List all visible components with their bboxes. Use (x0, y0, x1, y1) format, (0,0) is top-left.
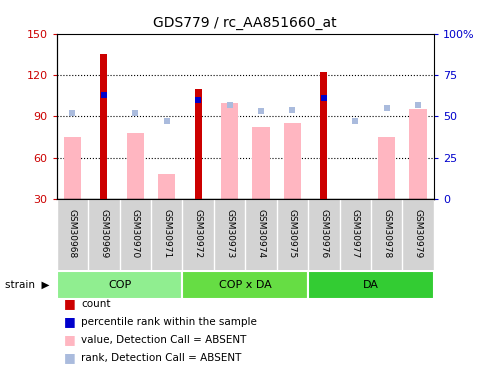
Bar (284, 123, 301, 199)
Bar (57, 271, 182, 299)
Text: ■: ■ (64, 333, 76, 346)
Text: GSM30977: GSM30977 (351, 209, 360, 259)
Bar (127, 133, 144, 199)
Text: DA: DA (363, 280, 379, 290)
Bar (308, 271, 434, 299)
Bar (64, 137, 81, 199)
Text: GSM30979: GSM30979 (414, 209, 423, 259)
Bar (195, 89, 202, 199)
Text: GSM30971: GSM30971 (162, 209, 171, 259)
Text: strain  ▶: strain ▶ (5, 280, 49, 290)
Text: ■: ■ (64, 297, 76, 310)
Text: percentile rank within the sample: percentile rank within the sample (81, 317, 257, 327)
Text: GSM30972: GSM30972 (194, 209, 203, 259)
Text: GSM30978: GSM30978 (382, 209, 391, 259)
Text: GSM30968: GSM30968 (68, 209, 77, 259)
Text: value, Detection Call = ABSENT: value, Detection Call = ABSENT (81, 335, 246, 345)
Text: GSM30975: GSM30975 (288, 209, 297, 259)
Text: ■: ■ (64, 315, 76, 328)
Text: COP x DA: COP x DA (219, 280, 272, 290)
Text: count: count (81, 299, 111, 309)
Text: COP: COP (108, 280, 131, 290)
Text: GSM30970: GSM30970 (131, 209, 140, 259)
Text: GSM30969: GSM30969 (99, 209, 108, 259)
Bar (158, 174, 176, 199)
Bar (378, 137, 395, 199)
Text: GSM30973: GSM30973 (225, 209, 234, 259)
Text: ■: ■ (64, 351, 76, 364)
Bar (252, 127, 270, 199)
Bar (221, 102, 238, 199)
Text: rank, Detection Call = ABSENT: rank, Detection Call = ABSENT (81, 353, 242, 363)
Bar (320, 72, 327, 199)
Text: GSM30976: GSM30976 (319, 209, 328, 259)
Text: GSM30974: GSM30974 (256, 209, 266, 259)
Bar (410, 110, 427, 199)
Bar (182, 271, 308, 299)
Title: GDS779 / rc_AA851660_at: GDS779 / rc_AA851660_at (153, 16, 337, 30)
Bar (101, 54, 107, 199)
